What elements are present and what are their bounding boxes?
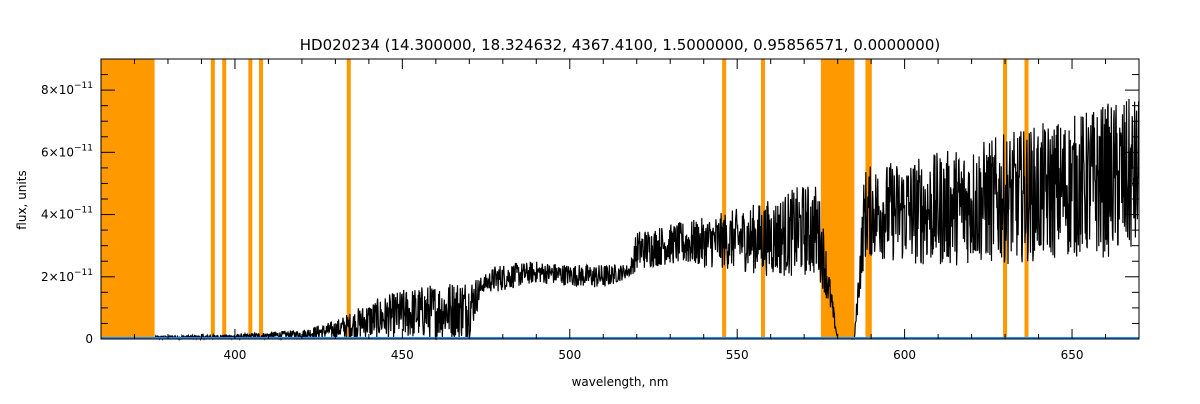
- spectrum-series: [154, 98, 1140, 342]
- masked-line: [222, 59, 227, 339]
- x-tick-label: 450: [391, 348, 414, 362]
- x-tick-label: 600: [893, 348, 916, 362]
- y-axis-ticks: 0 2×10−11 4×10−11 6×10−11 8×10−11: [41, 58, 1139, 346]
- masked-region: [101, 59, 155, 339]
- y-tick-label: 2×10−11: [41, 268, 93, 284]
- y-tick-label: 6×10−11: [41, 143, 93, 159]
- x-axis-label: wavelength, nm: [572, 375, 669, 389]
- y-tick-label: 4×10−11: [41, 206, 93, 222]
- chart-title: HD020234 (14.300000, 18.324632, 4367.410…: [300, 36, 940, 54]
- masked-line: [259, 59, 264, 339]
- masked-line: [248, 59, 253, 339]
- y-tick-label: 0: [85, 332, 93, 346]
- masked-line: [760, 59, 765, 339]
- y-axis-label: flux, units: [15, 170, 29, 229]
- x-tick-label: 500: [558, 348, 581, 362]
- y-tick-label: 8×10−11: [41, 81, 93, 97]
- x-tick-label: 650: [1061, 348, 1084, 362]
- masked-line: [346, 59, 351, 339]
- masked-line: [210, 59, 215, 339]
- spectrum-line: [154, 98, 1140, 342]
- x-tick-label: 400: [223, 348, 246, 362]
- masked-line: [722, 59, 727, 339]
- x-tick-label: 550: [726, 348, 749, 362]
- x-axis-ticks: 400 450 500 550 600 650: [100, 59, 1140, 362]
